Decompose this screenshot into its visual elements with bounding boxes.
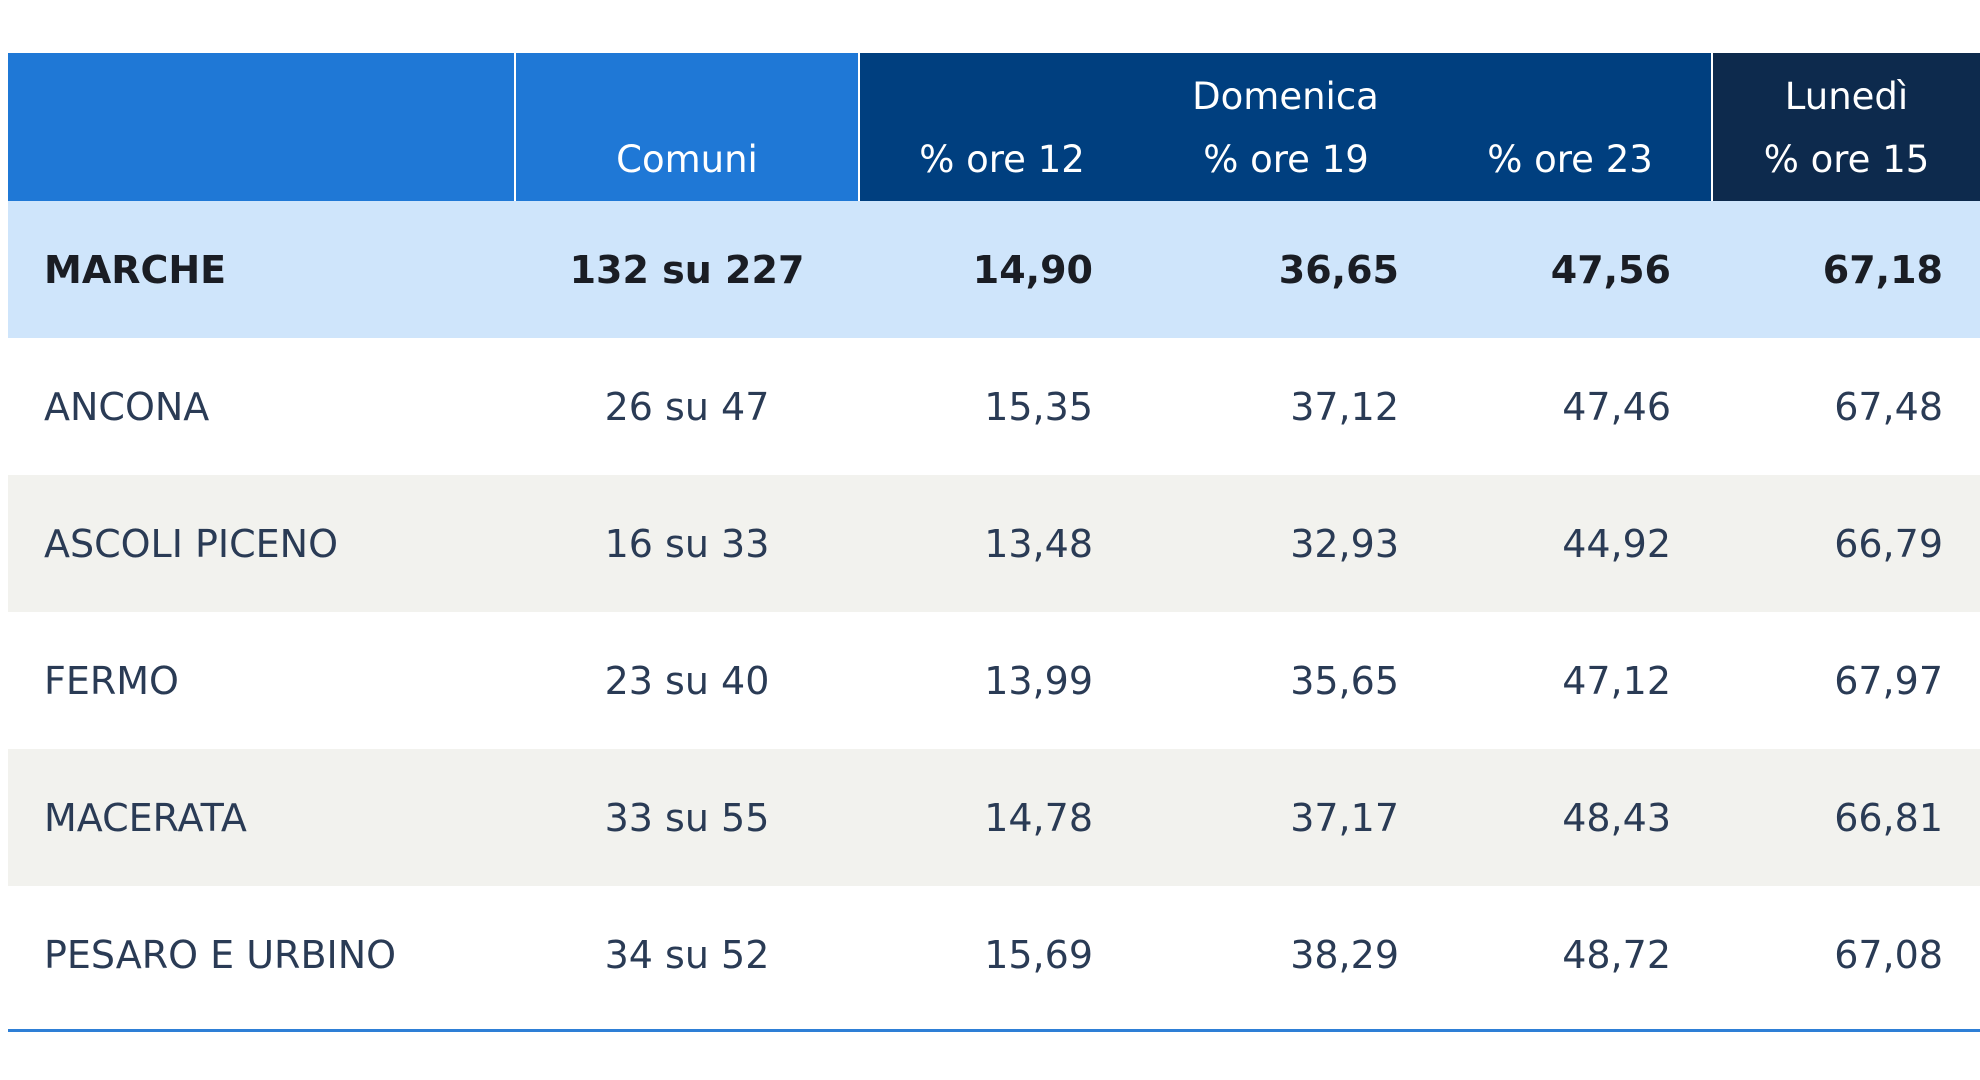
- row-name: ANCONA: [44, 384, 210, 429]
- row-ore15: 67,48: [1834, 384, 1943, 429]
- row-ore19: 37,17: [1290, 795, 1399, 840]
- row-ore15: 66,81: [1834, 795, 1943, 840]
- row-comuni: 34 su 52: [604, 932, 770, 977]
- turnout-table: Comuni Domenica % ore 12 % ore 19 % ore …: [8, 53, 1980, 1032]
- table-row-total: MARCHE 132 su 227 14,90 36,65 47,56 67,1…: [8, 201, 1980, 338]
- row-name: ASCOLI PICENO: [44, 521, 339, 566]
- row-ore15: 67,97: [1834, 658, 1943, 703]
- table-row: ASCOLI PICENO 16 su 33 13,48 32,93 44,92…: [8, 475, 1980, 612]
- row-ore23: 44,92: [1562, 521, 1671, 566]
- row-comuni: 33 su 55: [604, 795, 770, 840]
- row-ore19: 36,65: [1278, 247, 1399, 292]
- header-domenica-label: Domenica: [1192, 75, 1379, 118]
- row-ore15: 66,79: [1834, 521, 1943, 566]
- row-ore12: 14,90: [972, 247, 1093, 292]
- header-ore23-label: % ore 23: [1487, 138, 1653, 181]
- row-ore23: 48,72: [1562, 932, 1671, 977]
- header-ore15-label: % ore 15: [1763, 138, 1930, 181]
- table-row: PESARO E URBINO 34 su 52 15,69 38,29 48,…: [8, 886, 1980, 1023]
- row-ore19: 32,93: [1290, 521, 1399, 566]
- row-ore23: 48,43: [1562, 795, 1671, 840]
- row-comuni: 132 su 227: [569, 247, 805, 292]
- row-comuni: 16 su 33: [604, 521, 770, 566]
- row-ore19: 35,65: [1290, 658, 1399, 703]
- header-ore19-label: % ore 19: [1203, 138, 1369, 181]
- header-lunedi-group: Lunedì % ore 15: [1711, 53, 1980, 201]
- table-row: ANCONA 26 su 47 15,35 37,12 47,46 67,48: [8, 338, 1980, 475]
- row-ore19: 38,29: [1290, 932, 1399, 977]
- row-name: MACERATA: [44, 795, 247, 840]
- header-comuni-cell: Comuni: [514, 53, 858, 201]
- row-ore23: 47,56: [1550, 247, 1671, 292]
- row-ore12: 15,35: [984, 384, 1093, 429]
- header-region-cell: [8, 53, 514, 201]
- row-ore12: 13,48: [984, 521, 1093, 566]
- table-bottom-divider: [8, 1029, 1980, 1032]
- row-comuni: 23 su 40: [604, 658, 770, 703]
- row-ore15: 67,18: [1822, 247, 1943, 292]
- row-name: FERMO: [44, 658, 179, 703]
- row-name: MARCHE: [44, 247, 227, 292]
- table-header: Comuni Domenica % ore 12 % ore 19 % ore …: [8, 53, 1980, 201]
- header-ore12-label: % ore 12: [919, 138, 1085, 181]
- row-ore12: 15,69: [984, 932, 1093, 977]
- row-ore15: 67,08: [1834, 932, 1943, 977]
- row-comuni: 26 su 47: [604, 384, 770, 429]
- row-name: PESARO E URBINO: [44, 932, 397, 977]
- row-ore23: 47,46: [1562, 384, 1671, 429]
- header-comuni-label: Comuni: [616, 138, 758, 181]
- header-domenica-group: Domenica % ore 12 % ore 19 % ore 23: [858, 53, 1711, 201]
- row-ore19: 37,12: [1290, 384, 1399, 429]
- row-ore12: 14,78: [984, 795, 1093, 840]
- row-ore23: 47,12: [1562, 658, 1671, 703]
- header-lunedi-label: Lunedì: [1784, 75, 1909, 118]
- table-row: FERMO 23 su 40 13,99 35,65 47,12 67,97: [8, 612, 1980, 749]
- row-ore12: 13,99: [984, 658, 1093, 703]
- table-row: MACERATA 33 su 55 14,78 37,17 48,43 66,8…: [8, 749, 1980, 886]
